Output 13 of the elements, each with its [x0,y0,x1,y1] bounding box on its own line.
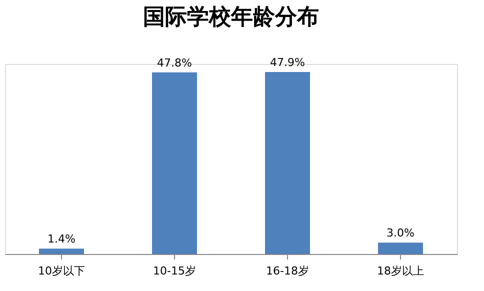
bar [265,72,310,254]
x-tick-label: 18岁以上 [377,264,424,278]
data-label: 47.9% [270,56,305,69]
x-tick-label: 16-18岁 [266,264,309,278]
bar [152,72,197,254]
x-tick-label: 10岁以下 [38,264,85,278]
x-tick-label: 10-15岁 [153,264,196,278]
data-label: 3.0% [386,226,414,240]
data-label: 47.8% [157,56,192,70]
chart-title: 国际学校年龄分布 [143,4,319,30]
bar [39,248,84,254]
data-label: 1.4% [48,232,76,246]
bar [378,242,423,254]
